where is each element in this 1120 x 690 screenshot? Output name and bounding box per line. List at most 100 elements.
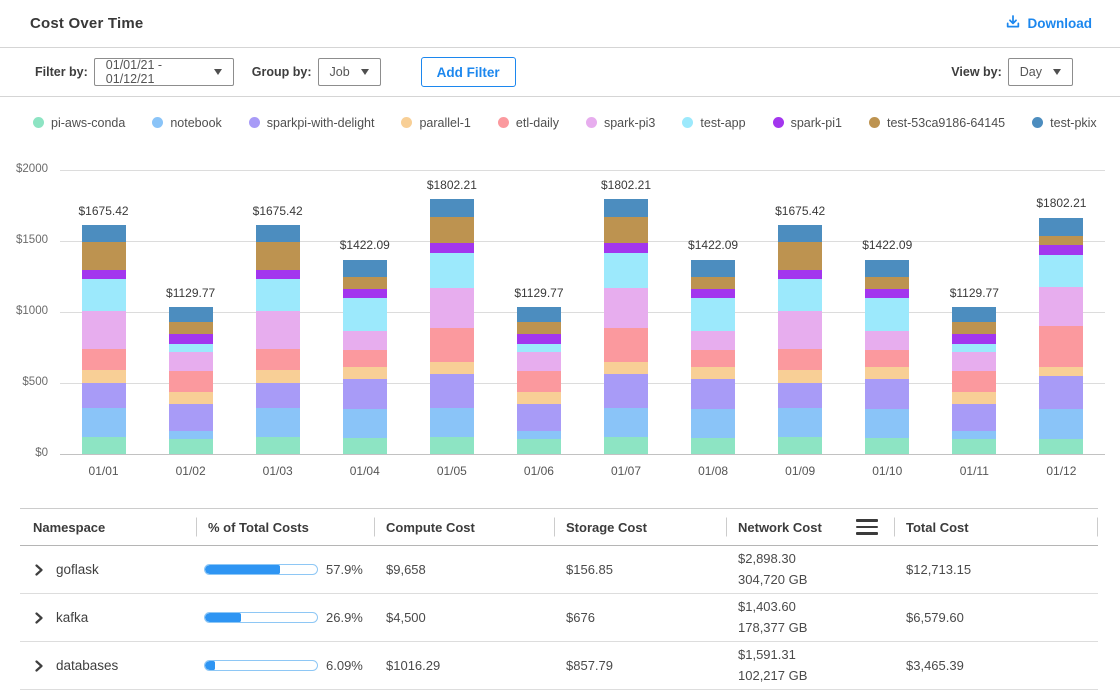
bar-segment-test-53ca9186-64145[interactable] — [516, 322, 561, 334]
bar-segment-test-app[interactable] — [429, 253, 474, 288]
bar-segment-pi-aws-conda[interactable] — [342, 437, 387, 454]
bar-segment-test-53ca9186-64145[interactable] — [778, 242, 823, 271]
bar-segment-test-pkix[interactable] — [604, 199, 648, 217]
bar-segment-notebook[interactable] — [1039, 409, 1084, 439]
bar-segment-sparkpi-with-delight[interactable] — [342, 378, 387, 410]
bar-segment-test-53ca9186-64145[interactable] — [1039, 235, 1084, 245]
bar-segment-spark-pi1[interactable] — [691, 288, 736, 298]
bar-segment-pi-aws-conda[interactable] — [952, 438, 997, 454]
bar-segment-pi-aws-conda[interactable] — [604, 436, 648, 454]
bar-segment-test-app[interactable] — [778, 279, 823, 312]
bar-segment-test-app[interactable] — [865, 298, 910, 331]
bar-segment-parallel-1[interactable] — [604, 361, 648, 375]
bar-segment-test-53ca9186-64145[interactable] — [81, 242, 126, 271]
bar-segment-pi-aws-conda[interactable] — [255, 436, 300, 454]
bar-segment-spark-pi1[interactable] — [255, 270, 300, 280]
bar-segment-test-pkix[interactable] — [168, 307, 213, 323]
bar-segment-test-app[interactable] — [81, 279, 126, 312]
bar-segment-notebook[interactable] — [429, 408, 474, 437]
bar-segment-test-53ca9186-64145[interactable] — [342, 276, 387, 289]
chevron-right-icon[interactable] — [33, 563, 45, 576]
bar-segment-test-pkix[interactable] — [255, 225, 300, 243]
download-button[interactable]: Download — [1005, 14, 1092, 33]
bar-segment-parallel-1[interactable] — [168, 392, 213, 404]
legend-item-notebook[interactable]: notebook — [152, 116, 222, 130]
bar-segment-test-pkix[interactable] — [778, 225, 823, 243]
chevron-right-icon[interactable] — [33, 611, 45, 624]
bar-segment-spark-pi3[interactable] — [342, 330, 387, 350]
group-by-dropdown[interactable]: Job — [317, 58, 381, 86]
legend-item-test-53ca9186-64145[interactable]: test-53ca9186-64145 — [868, 116, 1005, 130]
bar-segment-parallel-1[interactable] — [1039, 367, 1084, 377]
bar-segment-parallel-1[interactable] — [342, 367, 387, 379]
bar-segment-test-pkix[interactable] — [691, 259, 736, 277]
bar-segment-spark-pi3[interactable] — [1039, 287, 1084, 326]
bar-segment-etl-daily[interactable] — [778, 349, 823, 370]
bar-segment-notebook[interactable] — [604, 408, 648, 437]
bar-segment-pi-aws-conda[interactable] — [168, 438, 213, 454]
bar-segment-sparkpi-with-delight[interactable] — [691, 378, 736, 410]
table-row-kafka[interactable]: kafka 26.9% $4,500 $676 $1,403.60 178,377 GB $… — [20, 594, 1098, 642]
bar-segment-pi-aws-conda[interactable] — [429, 436, 474, 454]
bar-segment-test-app[interactable] — [604, 253, 648, 288]
bar-segment-notebook[interactable] — [691, 409, 736, 438]
bar-segment-sparkpi-with-delight[interactable] — [1039, 376, 1084, 409]
bar-segment-test-app[interactable] — [255, 279, 300, 312]
bar-segment-parallel-1[interactable] — [691, 367, 736, 379]
bar-segment-test-app[interactable] — [168, 343, 213, 353]
bar-segment-sparkpi-with-delight[interactable] — [429, 374, 474, 409]
table-row-goflask[interactable]: goflask 57.9% $9,658 $156.85 $2,898.30 304,72… — [20, 546, 1098, 594]
bar-segment-spark-pi1[interactable] — [342, 288, 387, 298]
legend-item-sparkpi-with-delight[interactable]: sparkpi-with-delight — [248, 116, 374, 130]
bar-segment-spark-pi3[interactable] — [952, 352, 997, 371]
bar-segment-pi-aws-conda[interactable] — [691, 437, 736, 454]
bar-segment-test-pkix[interactable] — [865, 259, 910, 277]
bar-segment-test-53ca9186-64145[interactable] — [604, 216, 648, 244]
bar-segment-etl-daily[interactable] — [168, 370, 213, 393]
table-row-databases[interactable]: databases 6.09% $1016.29 $857.79 $1,591.31 10… — [20, 642, 1098, 690]
bar-segment-spark-pi1[interactable] — [516, 333, 561, 344]
bar-segment-test-53ca9186-64145[interactable] — [865, 276, 910, 289]
bar-segment-etl-daily[interactable] — [429, 328, 474, 362]
bar-segment-notebook[interactable] — [865, 409, 910, 438]
bar-segment-spark-pi1[interactable] — [778, 270, 823, 280]
bar-segment-notebook[interactable] — [952, 430, 997, 439]
legend-item-test-app[interactable]: test-app — [682, 116, 746, 130]
bar-segment-etl-daily[interactable] — [516, 370, 561, 393]
legend-item-etl-daily[interactable]: etl-daily — [497, 116, 559, 130]
bar-segment-parallel-1[interactable] — [865, 367, 910, 379]
bar-segment-etl-daily[interactable] — [604, 328, 648, 362]
bar-segment-spark-pi3[interactable] — [516, 352, 561, 371]
bar-segment-spark-pi1[interactable] — [865, 288, 910, 298]
bar-segment-test-pkix[interactable] — [516, 307, 561, 323]
bar-segment-test-53ca9186-64145[interactable] — [952, 322, 997, 334]
bar-segment-pi-aws-conda[interactable] — [778, 436, 823, 454]
bar-segment-pi-aws-conda[interactable] — [81, 436, 126, 454]
add-filter-button[interactable]: Add Filter — [420, 57, 516, 87]
legend-item-parallel-1[interactable]: parallel-1 — [401, 116, 471, 130]
bar-segment-test-53ca9186-64145[interactable] — [691, 276, 736, 289]
bar-segment-test-pkix[interactable] — [952, 307, 997, 323]
bar-segment-test-pkix[interactable] — [342, 259, 387, 277]
bar-segment-spark-pi3[interactable] — [429, 287, 474, 329]
column-settings-icon[interactable] — [856, 519, 878, 535]
bar-segment-parallel-1[interactable] — [778, 369, 823, 384]
bar-segment-spark-pi1[interactable] — [952, 333, 997, 344]
bar-segment-parallel-1[interactable] — [81, 369, 126, 384]
bar-segment-sparkpi-with-delight[interactable] — [952, 403, 997, 431]
bar-segment-test-app[interactable] — [691, 298, 736, 331]
bar-segment-etl-daily[interactable] — [255, 349, 300, 370]
bar-segment-spark-pi1[interactable] — [1039, 244, 1084, 256]
bar-segment-sparkpi-with-delight[interactable] — [81, 383, 126, 409]
bar-segment-etl-daily[interactable] — [81, 349, 126, 370]
bar-segment-test-pkix[interactable] — [81, 225, 126, 243]
chevron-right-icon[interactable] — [33, 659, 45, 672]
legend-item-spark-pi3[interactable]: spark-pi3 — [585, 116, 655, 130]
bar-segment-test-app[interactable] — [952, 343, 997, 353]
bar-segment-test-app[interactable] — [342, 298, 387, 331]
bar-segment-test-pkix[interactable] — [1039, 217, 1084, 236]
bar-segment-parallel-1[interactable] — [255, 369, 300, 384]
bar-segment-spark-pi3[interactable] — [255, 311, 300, 350]
view-by-dropdown[interactable]: Day — [1007, 58, 1073, 86]
bar-segment-etl-daily[interactable] — [691, 349, 736, 368]
